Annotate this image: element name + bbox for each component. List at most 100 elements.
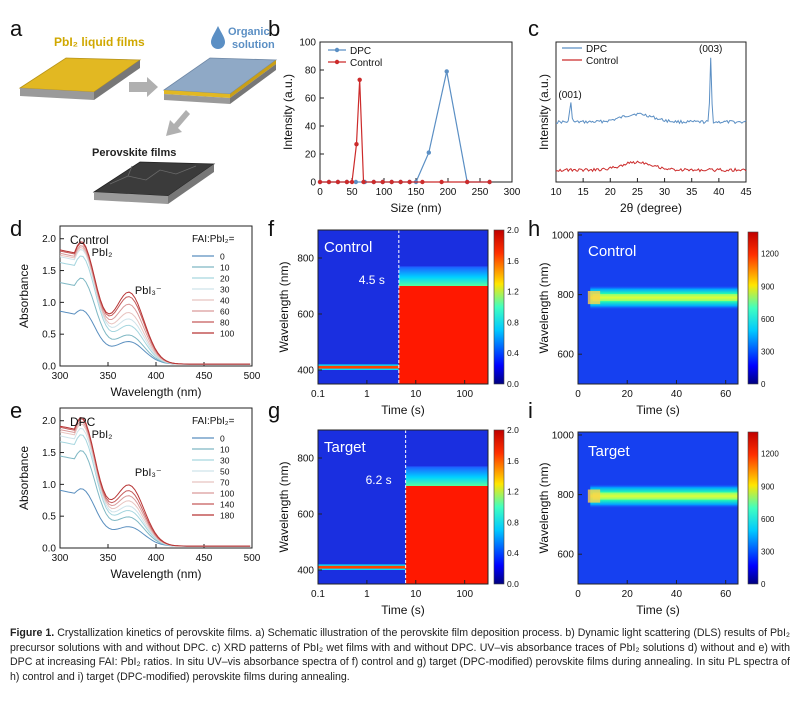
panel-i-insitu-pl-target-map: Target 0 20 40 60 Time (s) 600 800 1000 Wavelengt… [537, 430, 779, 617]
y-tick-label: 400 [297, 366, 314, 377]
x-tick-label: 0.1 [311, 389, 325, 400]
colorbar [747, 231, 759, 385]
colorbar-tick-label: 900 [761, 282, 775, 291]
legend-label: 20 [220, 274, 230, 284]
x-tick-label: 300 [504, 187, 521, 198]
data-point [465, 179, 470, 185]
data-point [353, 179, 359, 185]
colorbar-tick-label: 1200 [761, 450, 779, 459]
y-tick-label: 1000 [552, 230, 575, 241]
series-line-control [555, 160, 747, 173]
y-tick-label: 1000 [552, 430, 575, 441]
pl-emission-core [592, 293, 738, 302]
data-point [420, 179, 425, 185]
data-point [487, 179, 492, 185]
colorbar-tick-label: 300 [761, 547, 775, 556]
sample-label: DPC [70, 415, 96, 429]
panel-letter-g: g [268, 398, 280, 423]
axes-frame [317, 429, 489, 585]
colorbar-tick-label: 1.2 [507, 487, 519, 497]
axes-frame [319, 41, 513, 183]
series-line-dpc [320, 71, 490, 183]
panel-c-xrd-chart: 10 15 20 25 30 35 40 45 2θ (degree) Intensity (a.… [537, 41, 752, 215]
x-tick-label: 100 [456, 589, 473, 600]
colorbar-tick-label: 2.0 [507, 425, 519, 435]
x-tick-label: 10 [410, 389, 422, 400]
data-point [317, 179, 323, 185]
sample-label: Control [588, 243, 636, 260]
x-axis-label: Size (nm) [390, 201, 441, 215]
organic-label: Organic [228, 26, 270, 38]
axes-frame [555, 41, 747, 183]
panel-letter-a: a [10, 16, 23, 41]
legend-label: 30 [220, 285, 230, 295]
legend-label: 0 [220, 434, 225, 444]
data-point [361, 179, 366, 185]
peak-label-001: (001) [558, 90, 581, 101]
x-tick-label: 400 [148, 371, 165, 382]
x-axis-label: Time (s) [636, 603, 680, 617]
x-tick-label: 10 [410, 589, 422, 600]
panel-h-insitu-pl-control-map: Control 0 20 40 60 Time (s) 600 800 1000 Waveleng… [537, 230, 779, 417]
y-tick-label: 800 [297, 254, 314, 265]
panel-letter-f: f [268, 216, 275, 241]
data-point [426, 150, 431, 155]
y-tick-label: 600 [557, 350, 574, 361]
data-point [349, 179, 355, 185]
y-axis-label: Absorbance [17, 264, 31, 328]
x-tick-label: 40 [713, 187, 725, 198]
colorbar-tick-label: 300 [761, 347, 775, 356]
data-point [335, 179, 341, 185]
perovskite-film-icon [92, 161, 216, 204]
x-tick-label: 350 [100, 553, 117, 564]
legend-label: 50 [220, 467, 230, 477]
y-tick-label: 600 [557, 550, 574, 561]
pl-initial-spot [587, 489, 601, 503]
caption-text: Crystallization kinetics of perovskite f… [10, 627, 791, 683]
y-axis-label: Wavelength (nm) [537, 463, 551, 554]
panel-letter-h: h [528, 216, 540, 241]
x-axis-label: Wavelength (nm) [111, 385, 202, 399]
y-tick-label: 0.5 [42, 512, 56, 523]
y-axis-label: Wavelength (nm) [277, 262, 291, 353]
legend-label: 70 [220, 478, 230, 488]
axes-frame [577, 231, 739, 385]
x-axis-label: 2θ (degree) [620, 201, 682, 215]
legend-label: Control [350, 58, 382, 69]
legend-label: 100 [220, 489, 234, 499]
y-tick-label: 1.5 [42, 448, 56, 459]
x-tick-label: 20 [622, 589, 634, 600]
pbi3-annotation: PbI₃⁻ [135, 285, 162, 297]
transition-time-label: 4.5 s [359, 273, 385, 287]
legend-label: 80 [220, 318, 230, 328]
x-tick-label: 100 [376, 187, 393, 198]
y-tick-label: 600 [297, 310, 314, 321]
x-tick-label: 30 [659, 187, 671, 198]
panel-letter-d: d [10, 216, 22, 241]
fai-ratio-title: FAI:PbI₂= [192, 416, 235, 427]
legend-label: 40 [220, 296, 230, 306]
solution-drop-icon [211, 26, 225, 49]
colorbar-tick-label: 2.0 [507, 225, 519, 235]
y-tick-label: 1.5 [42, 266, 56, 277]
sample-label: Target [588, 443, 631, 460]
x-axis-label: Time (s) [381, 403, 425, 417]
y-tick-label: 80 [305, 66, 317, 77]
x-tick-label: 450 [196, 371, 213, 382]
colorbar-tick-label: 1.6 [507, 256, 519, 266]
y-tick-label: 800 [557, 490, 574, 501]
panel-letter-e: e [10, 398, 22, 423]
pbi3-annotation: PbI₃⁻ [135, 467, 162, 479]
pbi2-film-icon [18, 57, 142, 100]
x-tick-label: 250 [472, 187, 489, 198]
data-point [380, 179, 385, 185]
legend-label: 0 [220, 252, 225, 262]
data-point [407, 179, 412, 185]
data-point [371, 179, 376, 185]
x-tick-label: 40 [671, 389, 683, 400]
panel-g-insitu-uvvis-target-map: 6.2 s Target 0.1 1 10 100 Time (s) 400 600 800 Wav… [277, 425, 519, 617]
data-point [439, 179, 444, 185]
colorbar-tick-label: 1200 [761, 250, 779, 259]
data-point [344, 179, 350, 185]
